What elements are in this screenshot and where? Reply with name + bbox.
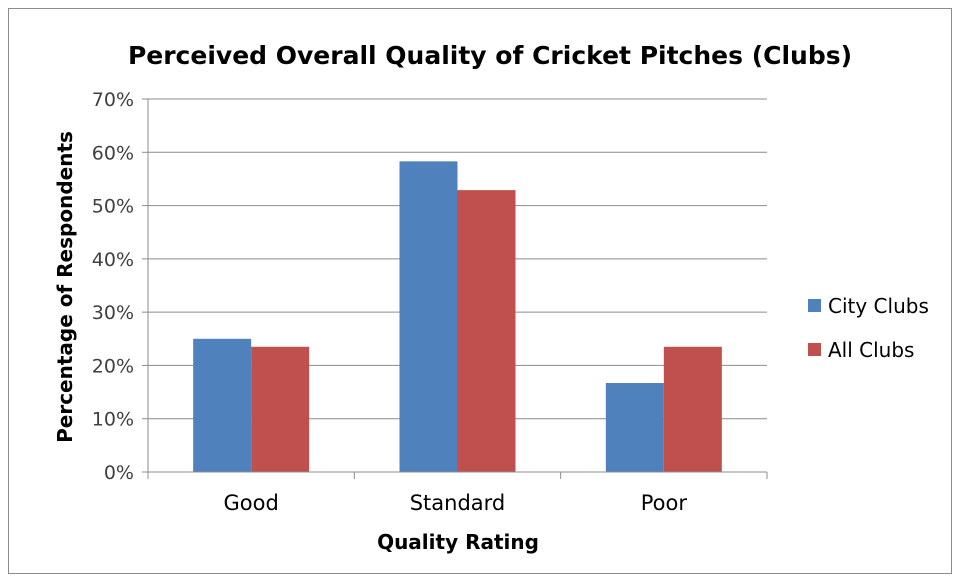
y-tick-label: 0% — [104, 462, 134, 484]
chart-title: Perceived Overall Quality of Cricket Pit… — [128, 41, 852, 70]
x-category-label: Good — [224, 491, 279, 515]
legend-label: City Clubs — [828, 294, 929, 318]
y-tick-label: 30% — [92, 302, 134, 324]
legend-swatch — [808, 299, 821, 312]
x-category-label: Standard — [410, 491, 506, 515]
x-axis-categories: Good Standard Poor — [224, 491, 688, 515]
y-tick-label: 20% — [92, 355, 134, 377]
y-axis-ticks: 0% 10% 20% 30% 40% 50% 60% 70% — [92, 89, 134, 484]
legend-label: All Clubs — [828, 338, 914, 362]
y-tick-label: 10% — [92, 409, 134, 431]
bar-all-clubs-standard — [457, 190, 516, 472]
legend: City Clubs All Clubs — [808, 294, 929, 362]
bar-city-clubs-poor — [605, 383, 664, 472]
legend-swatch — [808, 343, 821, 356]
x-category-label: Poor — [641, 491, 688, 515]
y-tick-label: 40% — [92, 249, 134, 271]
y-tick-label: 50% — [92, 196, 134, 218]
bar-all-clubs-good — [251, 346, 310, 472]
bar-city-clubs-standard — [399, 161, 458, 472]
x-axis — [147, 99, 768, 479]
y-tick-label: 70% — [92, 89, 134, 111]
y-tick-label: 60% — [92, 142, 134, 164]
x-axis-title: Quality Rating — [377, 530, 539, 554]
bar-all-clubs-poor — [663, 346, 722, 472]
bar-city-clubs-good — [193, 338, 252, 472]
y-axis-title: Percentage of Respondents — [53, 131, 77, 443]
bars — [193, 161, 722, 472]
